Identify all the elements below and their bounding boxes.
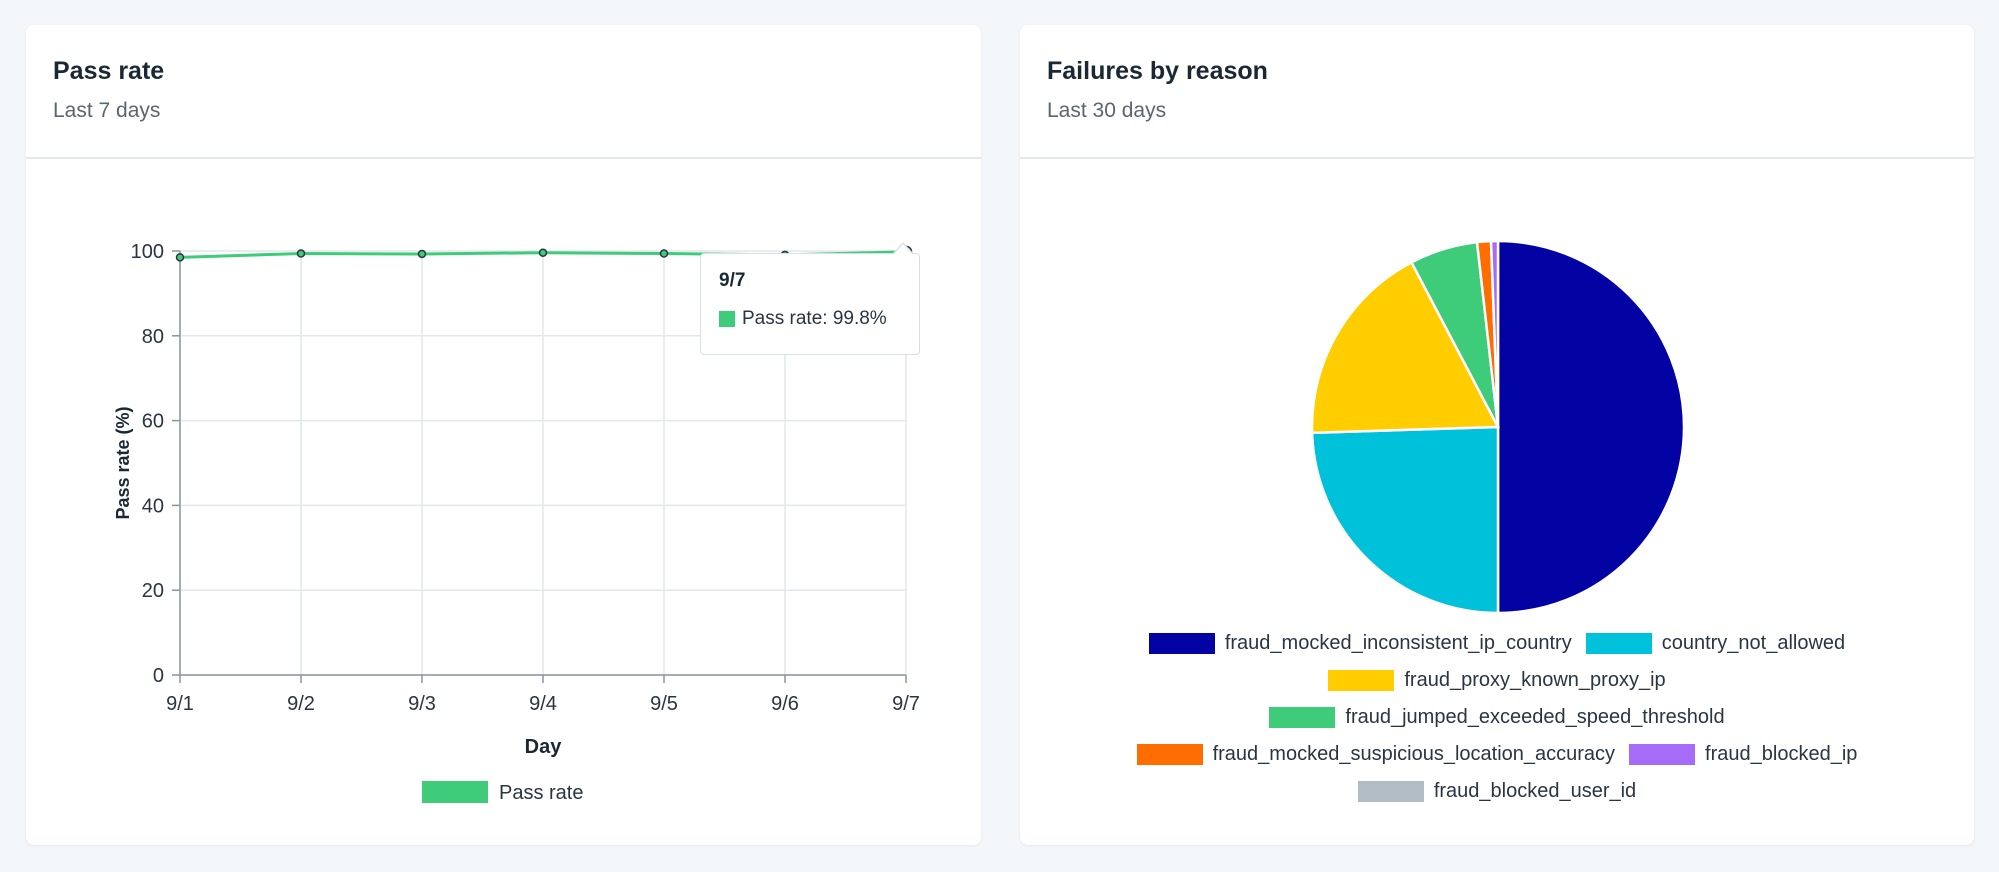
legend-item-fraud_mocked_suspicious_location_accuracy[interactable]: fraud_mocked_suspicious_location_accurac… <box>1136 743 1616 766</box>
pass-rate-point <box>175 253 185 262</box>
pass-rate-point <box>659 249 669 258</box>
tooltip-title: 9/7 <box>719 270 746 291</box>
legend-label: fraud_mocked_inconsistent_ip_country <box>1224 632 1572 654</box>
pie-slice-fraud_blocked_ip <box>1489 239 1500 428</box>
pass-rate-title: Pass rate <box>53 57 165 85</box>
tooltip-row: Pass rate: 99.8% <box>719 308 901 330</box>
x-tick-label: 9/6 <box>771 693 799 715</box>
x-tick-label: 9/4 <box>529 693 557 715</box>
legend-label-pass-rate: Pass rate <box>499 782 583 804</box>
pie-legend: fraud_mocked_inconsistent_ip_country coun… <box>1020 625 1974 810</box>
chart-tooltip: 9/7 Pass rate: 99.8% <box>700 242 920 355</box>
pass-rate-point <box>417 249 427 259</box>
y-tick-label: 60 <box>142 411 164 433</box>
pass-rate-point <box>538 248 548 257</box>
x-axis-title: Day <box>525 736 563 758</box>
pass-rate-card: Pass rate Last 7 days 0 20 40 60 80 100 9/1 9/2… <box>26 25 981 845</box>
legend-item-fraud_jumped_exceeded_speed_threshold[interactable]: fraud_jumped_exceeded_speed_threshold <box>1269 706 1725 729</box>
failures-card: Failures by reason Last 30 days fraud_mo… <box>1020 25 1974 845</box>
tooltip-value: Pass rate: 99.8% <box>742 308 887 329</box>
legend-item-fraud_mocked_inconsistent_ip_country[interactable]: fraud_mocked_inconsistent_ip_country <box>1148 632 1572 655</box>
pie-legend-row: fraud_mocked_inconsistent_ip_country coun… <box>1020 625 1974 662</box>
y-tick-label: 40 <box>142 495 164 517</box>
legend-swatch <box>1269 707 1336 728</box>
pie-slice-fraud_proxy_known_proxy_ip <box>1310 260 1501 435</box>
x-tick-label: 9/5 <box>650 693 678 715</box>
pie-legend-row: fraud_jumped_exceeded_speed_threshold <box>1020 699 1974 736</box>
pie-slice-fraud_mocked_inconsistent_ip_country <box>1496 239 1686 615</box>
pie-slice-country_not_allowed <box>1310 425 1500 615</box>
legend-item-fraud_blocked_ip[interactable]: fraud_blocked_ip <box>1629 743 1857 766</box>
legend-item-country_not_allowed[interactable]: country_not_allowed <box>1585 632 1846 655</box>
legend-label: fraud_blocked_user_id <box>1433 780 1637 802</box>
legend-item-fraud_proxy_known_proxy_ip[interactable]: fraud_proxy_known_proxy_ip <box>1328 669 1666 692</box>
pie-legend-row: fraud_mocked_suspicious_location_accurac… <box>1020 736 1974 773</box>
line-legend: Pass rate <box>422 781 583 804</box>
legend-swatch-pass-rate <box>422 781 488 803</box>
legend-swatch <box>1357 781 1424 802</box>
tooltip-swatch <box>719 311 735 327</box>
legend-swatch <box>1148 633 1215 654</box>
pie-legend-row: fraud_proxy_known_proxy_ip <box>1020 662 1974 699</box>
y-tick-label: 100 <box>131 241 164 263</box>
y-axis-title: Pass rate (%) <box>113 406 133 519</box>
x-tick-label: 9/2 <box>287 693 315 715</box>
legend-label: fraud_proxy_known_proxy_ip <box>1404 669 1666 691</box>
legend-label: fraud_mocked_suspicious_location_accurac… <box>1212 743 1616 765</box>
failures-subtitle: Last 30 days <box>1047 99 1167 122</box>
legend-swatch <box>1136 744 1203 765</box>
legend-swatch <box>1585 633 1652 654</box>
failures-title: Failures by reason <box>1047 57 1268 85</box>
legend-label: fraud_jumped_exceeded_speed_threshold <box>1345 706 1725 728</box>
pass-rate-point <box>296 249 306 258</box>
x-tick-label: 9/1 <box>166 693 194 715</box>
pass-rate-header: Pass rate Last 7 days <box>26 25 981 159</box>
failures-header: Failures by reason Last 30 days <box>1020 25 1974 159</box>
failures-pie-chart <box>1310 239 1686 615</box>
y-tick-label: 20 <box>142 580 164 602</box>
y-tick-label: 0 <box>153 665 164 687</box>
y-tick-label: 80 <box>142 326 164 348</box>
pass-rate-line-chart: 0 20 40 60 80 100 9/1 9/2 9/3 9/4 9/5 9/6 9/7 Day Pass… <box>113 241 920 804</box>
legend-label: country_not_allowed <box>1661 632 1846 654</box>
legend-item-fraud_blocked_user_id[interactable]: fraud_blocked_user_id <box>1357 780 1637 803</box>
legend-swatch <box>1629 744 1696 765</box>
x-tick-label: 9/7 <box>892 693 920 715</box>
pie-legend-row: fraud_blocked_user_id <box>1020 773 1974 810</box>
legend-label: fraud_blocked_ip <box>1705 743 1858 765</box>
x-tick-label: 9/3 <box>408 693 436 715</box>
legend-swatch <box>1328 670 1395 691</box>
pass-rate-subtitle: Last 7 days <box>53 99 161 122</box>
